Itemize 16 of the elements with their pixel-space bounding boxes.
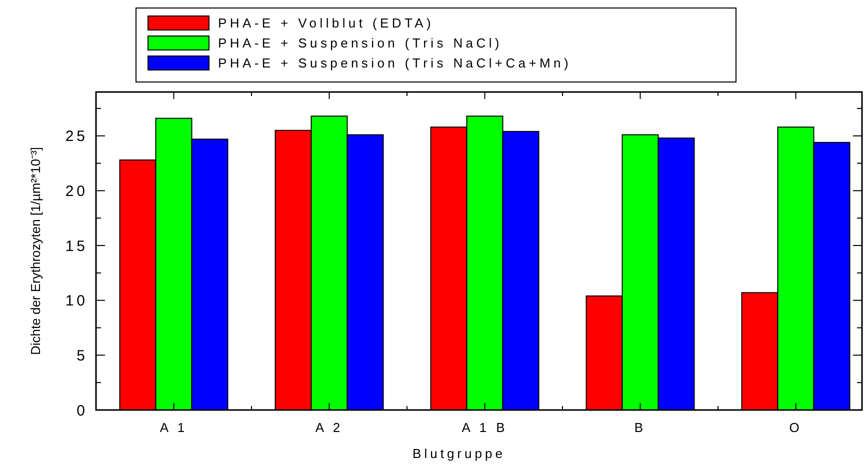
y-tick-label: 0 [76,402,88,420]
y-tick-label: 20 [65,182,88,200]
y-tick-label: 15 [65,238,88,255]
y-tick-label: 10 [65,292,88,310]
x-tick-label: B [634,420,646,435]
x-tick-label: A 2 [315,420,344,435]
legend-label: PHA-E + Suspension (Tris NaCl) [218,36,502,51]
legend-label: PHA-E + Vollblut (EDTA) [218,16,434,31]
x-tick-label: O [789,420,802,435]
y-tick-label: 25 [65,128,88,146]
x-axis-title: Blutgruppe [412,446,506,461]
x-tick-label: A 1 B [462,420,508,435]
y-tick-label: 5 [76,347,88,364]
legend-label: PHA-E + Suspension (Tris NaCl+Ca+Mn) [218,56,572,71]
y-axis-title: Dichte der Erythrozyten [1/µm²*10⁻³] [28,146,43,356]
x-tick-label: A 1 [160,420,188,435]
